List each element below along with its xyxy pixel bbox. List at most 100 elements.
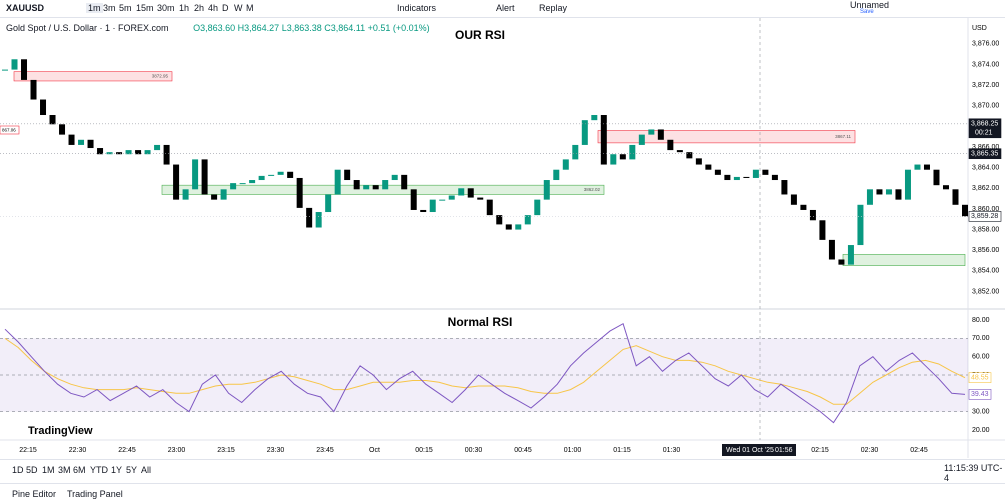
candle <box>543 180 550 200</box>
candle <box>182 189 189 200</box>
candle <box>49 115 56 125</box>
time-label: Oct <box>369 447 380 454</box>
zone-label: 3862.02 <box>584 187 601 192</box>
interval[interactable]: M <box>246 3 254 13</box>
candle <box>59 124 66 135</box>
range[interactable]: 5D <box>26 465 38 475</box>
price-tag-label: 3,865.35 <box>971 151 998 158</box>
range[interactable]: 3M <box>58 465 71 475</box>
range[interactable]: 5Y <box>126 465 138 475</box>
interval[interactable]: 30m <box>157 3 175 13</box>
time-label: 02:45 <box>910 447 928 454</box>
price-tick-label: 3,862.00 <box>972 185 999 192</box>
range[interactable]: 1M <box>42 465 55 475</box>
candle <box>334 169 341 195</box>
layout-name[interactable]: Unnamed <box>850 0 890 10</box>
candle <box>857 204 864 246</box>
candle <box>21 59 28 80</box>
candle <box>515 224 522 230</box>
interval[interactable]: 1m <box>86 3 103 13</box>
candle <box>163 144 170 165</box>
time-label: 23:00 <box>168 447 186 454</box>
zone <box>842 254 966 266</box>
interval[interactable]: 2h <box>194 3 205 13</box>
candle <box>410 189 417 210</box>
interval[interactable]: 4h <box>208 3 219 13</box>
candle <box>619 154 626 160</box>
candle <box>914 164 921 170</box>
alert[interactable]: Alert <box>496 3 515 13</box>
candle <box>106 152 113 155</box>
interval[interactable]: 5m <box>119 3 132 13</box>
candle <box>923 164 930 170</box>
price-tag <box>968 211 1002 222</box>
interval[interactable]: D <box>222 3 229 13</box>
range[interactable]: 6M <box>73 465 86 475</box>
candle <box>144 150 151 155</box>
candle <box>638 134 645 145</box>
price-tick-label: 3,874.00 <box>972 61 999 68</box>
candle <box>353 180 360 190</box>
pane-title: OUR RSI <box>455 28 505 42</box>
trading-panel-tab[interactable]: Trading Panel <box>67 489 123 499</box>
range[interactable]: 1Y <box>111 465 123 475</box>
price-tick-label: 3,858.00 <box>972 226 999 233</box>
time-label: 22:45 <box>118 447 136 454</box>
save[interactable]: Save <box>860 9 874 15</box>
time-label: 23:45 <box>316 447 334 454</box>
replay[interactable]: Replay <box>539 3 568 13</box>
candle <box>553 169 560 181</box>
candle <box>781 180 788 195</box>
time-label: 22:30 <box>69 447 87 454</box>
candle <box>344 169 351 181</box>
candle <box>439 199 446 201</box>
range[interactable]: YTD <box>90 465 108 475</box>
range[interactable]: All <box>141 465 152 475</box>
candle <box>173 164 180 200</box>
legend: Gold Spot / U.S. Dollar · 1 · FOREX.com … <box>6 23 430 33</box>
candle <box>904 169 911 200</box>
interval[interactable]: 3m <box>103 3 116 13</box>
candle <box>866 189 873 205</box>
symbol[interactable]: XAUUSD <box>6 3 45 13</box>
indicators[interactable]: Indicators <box>397 3 437 13</box>
zone <box>161 184 605 195</box>
candle <box>11 59 18 70</box>
top-toolbar: XAUUSD Indicators Alert Replay Unnamed S… <box>0 0 1005 18</box>
range[interactable]: 1D <box>12 465 24 475</box>
candle <box>97 148 104 155</box>
candle <box>268 174 275 176</box>
candle <box>325 194 332 213</box>
rsi-tick-label: 40.00 <box>972 390 990 397</box>
interval[interactable]: W <box>234 3 243 13</box>
ohlc-change: +0.51 (+0.01%) <box>367 23 430 33</box>
candle <box>277 171 284 175</box>
price-tick-label: 3,868.00 <box>972 123 999 130</box>
candle <box>828 239 835 260</box>
currency: USD <box>972 25 987 32</box>
rsi-line <box>4 322 966 424</box>
price-tick-label: 3,876.00 <box>972 41 999 48</box>
candle <box>790 194 797 205</box>
price-tick-label: 3,864.00 <box>972 164 999 171</box>
price-tag-label: 3,859.28 <box>971 213 998 220</box>
interval[interactable]: 1h <box>179 3 190 13</box>
pine-editor-tab[interactable]: Pine Editor <box>12 489 57 499</box>
candle <box>211 194 218 200</box>
price-tick-label: 3,852.00 <box>972 288 999 295</box>
candle <box>192 159 199 190</box>
price-tag <box>968 118 1002 139</box>
bottom-panel: Pine Editor Trading Panel <box>0 483 1005 504</box>
candle <box>581 120 588 145</box>
candle <box>695 158 702 165</box>
candle <box>600 115 607 165</box>
crosshair-date: Wed 01 Oct '25 <box>726 447 774 454</box>
candle <box>258 175 265 181</box>
candle <box>562 159 569 170</box>
price-tick-label: 3,872.00 <box>972 82 999 89</box>
candle <box>752 169 759 178</box>
candle <box>942 185 949 190</box>
candle <box>382 180 389 190</box>
candle <box>372 185 379 190</box>
interval[interactable]: 15m <box>136 3 154 13</box>
